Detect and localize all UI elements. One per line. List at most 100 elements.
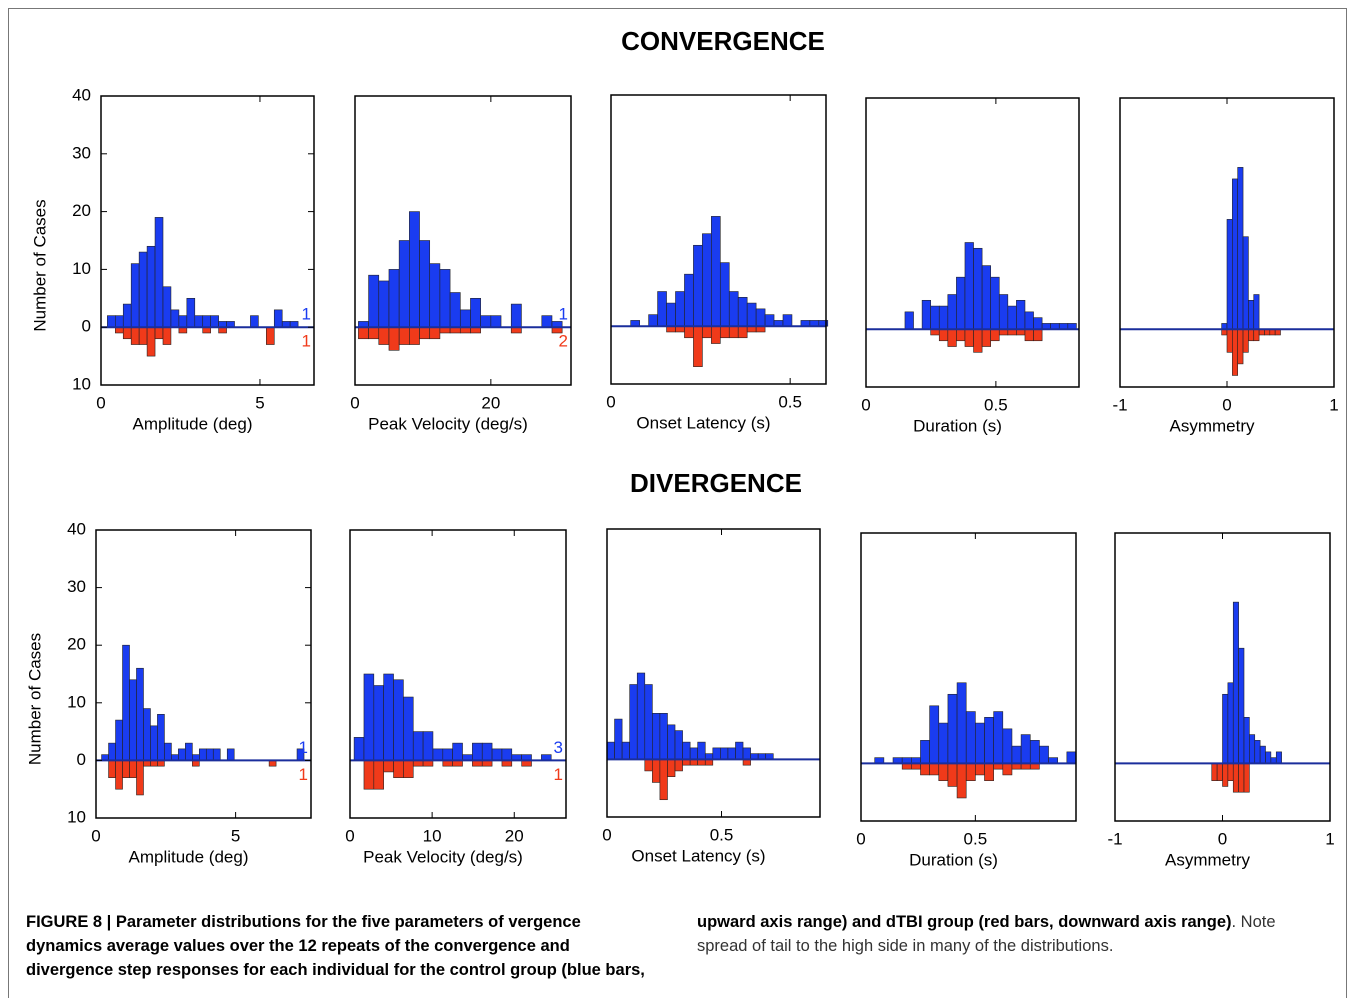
bar-down xyxy=(409,326,420,345)
bar-down xyxy=(1211,763,1218,781)
x-axis-label: Peak Velocity (deg/s) xyxy=(368,414,528,433)
x-tick-label: 0 xyxy=(861,395,870,414)
bar-down xyxy=(652,759,661,783)
bar xyxy=(764,314,775,327)
axes-box xyxy=(865,97,1080,388)
bar-down xyxy=(1024,328,1034,342)
bar-down xyxy=(1033,328,1043,342)
bar-down xyxy=(403,760,414,778)
bar-down xyxy=(674,759,683,772)
bar xyxy=(452,742,463,761)
bar xyxy=(491,748,503,761)
bar xyxy=(930,305,940,330)
x-tick-label: 0.5 xyxy=(964,829,988,848)
caption-bold: FIGURE 8 | Parameter distributions for t… xyxy=(26,913,1232,979)
x-tick-label: 0.5 xyxy=(710,825,734,844)
bar xyxy=(1237,167,1244,330)
bar xyxy=(735,741,744,760)
bar xyxy=(510,303,522,328)
overflow-label: 3 xyxy=(554,738,563,757)
overflow-label: 1 xyxy=(302,305,311,324)
bar-down xyxy=(419,326,431,340)
bar xyxy=(419,240,431,328)
bar-down xyxy=(1248,328,1255,342)
bar xyxy=(975,722,985,764)
x-axis-label: Duration (s) xyxy=(913,416,1002,435)
bar xyxy=(210,315,219,328)
bar-down xyxy=(429,326,441,340)
axes-box xyxy=(349,529,567,819)
bar-down xyxy=(947,328,957,347)
x-tick-label: 0 xyxy=(345,826,354,845)
bar xyxy=(194,315,204,328)
bar xyxy=(459,309,471,328)
bar-down xyxy=(162,326,172,345)
axes-box xyxy=(610,94,827,385)
bar xyxy=(712,747,721,760)
bar-down xyxy=(1243,763,1250,793)
axes-box xyxy=(354,95,572,386)
bar xyxy=(666,302,676,327)
bar-down xyxy=(383,760,394,773)
x-tick-label: 1 xyxy=(1329,395,1338,414)
x-axis-label: Amplitude (deg) xyxy=(132,414,252,433)
bar xyxy=(684,273,694,327)
bar xyxy=(720,747,729,760)
bar xyxy=(273,309,283,328)
bar-down xyxy=(266,326,275,345)
bar xyxy=(449,292,461,328)
bar xyxy=(755,308,766,327)
bar-down xyxy=(956,763,967,799)
bar-down xyxy=(981,328,991,347)
bar xyxy=(178,315,188,328)
axes-box xyxy=(606,528,821,818)
bar xyxy=(1232,178,1238,330)
axes-box xyxy=(100,95,315,386)
y-tick-label: 40 xyxy=(72,85,91,104)
bar-down xyxy=(984,763,994,781)
x-axis-label: Onset Latency (s) xyxy=(636,413,770,432)
bar-down xyxy=(1222,763,1229,787)
x-tick-label: 0 xyxy=(1222,395,1231,414)
bar xyxy=(138,251,148,328)
bar-down xyxy=(719,325,730,339)
y-axis-label: Number of Cases xyxy=(30,199,49,331)
bar xyxy=(993,711,1004,764)
x-tick-label: 20 xyxy=(505,826,524,845)
bar xyxy=(442,748,453,761)
y-tick-label: 10 xyxy=(67,692,86,711)
bar xyxy=(409,211,420,328)
bar xyxy=(388,269,400,328)
x-tick-label: 1 xyxy=(1325,829,1334,848)
bar xyxy=(711,216,721,327)
bar xyxy=(606,741,615,760)
x-axis-label: Asymmetry xyxy=(1170,416,1256,435)
x-tick-label: 0 xyxy=(606,392,615,411)
bar xyxy=(938,305,949,330)
bar xyxy=(904,311,914,330)
bar xyxy=(490,315,502,328)
bar xyxy=(667,724,676,760)
bar xyxy=(921,299,931,330)
bar xyxy=(164,742,172,761)
bar-down xyxy=(378,326,390,345)
bar xyxy=(990,276,1000,330)
y-tick-label: 10 xyxy=(72,259,91,278)
bar-down xyxy=(711,325,721,344)
bar xyxy=(1232,601,1239,764)
bar xyxy=(130,263,140,328)
bar xyxy=(1242,236,1249,330)
bar xyxy=(157,714,165,761)
bar xyxy=(1024,311,1034,330)
bar xyxy=(702,233,712,327)
bar-down xyxy=(398,326,410,345)
bar xyxy=(162,286,172,328)
bar xyxy=(674,730,683,760)
x-tick-label: 0.5 xyxy=(778,392,802,411)
y-tick-label: 20 xyxy=(72,201,91,220)
bar xyxy=(353,737,365,761)
bar xyxy=(186,297,196,328)
bar xyxy=(398,240,410,328)
bar-down xyxy=(644,759,653,772)
bar-down xyxy=(130,326,140,345)
